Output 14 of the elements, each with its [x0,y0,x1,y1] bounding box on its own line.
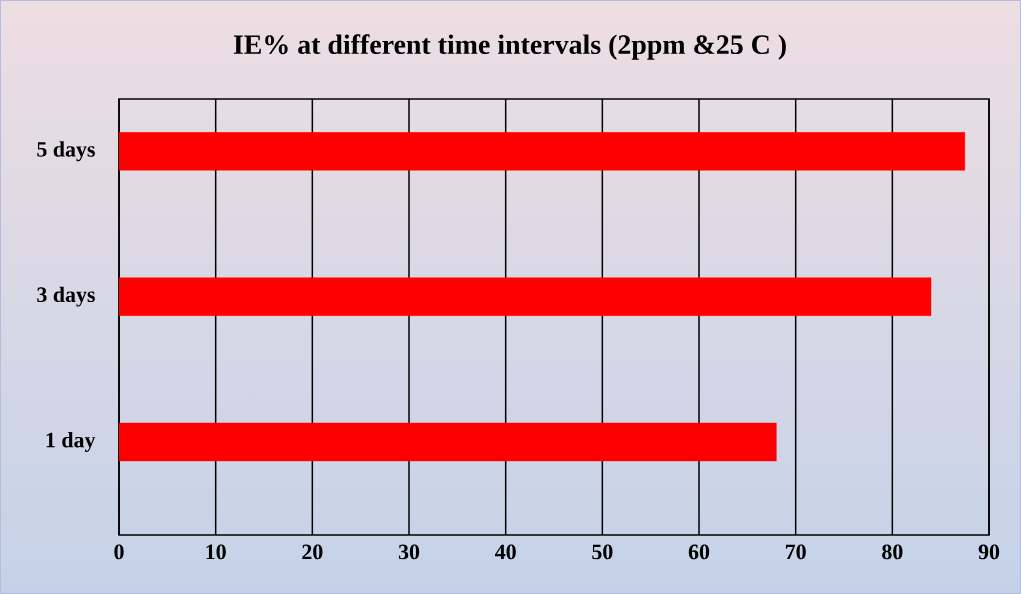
x-tick-label: 40 [495,544,516,560]
y-tick-label: 3 days [37,286,95,307]
y-tick-label: 5 days [37,141,95,162]
x-tick-label: 10 [206,544,226,560]
x-tick-label: 70 [785,544,806,560]
x-tick-label: 50 [592,544,613,560]
y-tick-label: 1 day [46,432,96,452]
x-tick-label: 90 [978,544,1000,560]
x-tick-label: 30 [398,544,420,560]
x-tick-label: 20 [302,544,323,560]
x-tick-label: 60 [688,544,710,560]
chart-title: IE% at different time intervals (2ppm &25 C ) [233,34,786,60]
x-tick-label: 80 [882,544,903,560]
x-tick-label: 0 [114,544,124,560]
